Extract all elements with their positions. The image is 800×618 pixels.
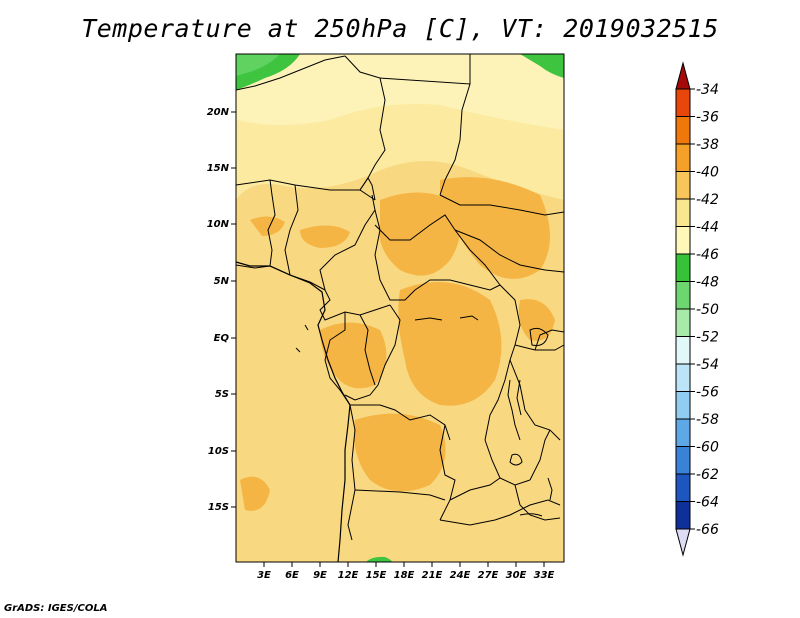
colorbar-label: -50 [696,302,719,318]
colorbar-swatch [675,116,691,145]
colorbar-top-triangle [675,61,691,90]
colorbar-bottom-triangle [675,528,691,557]
map-title: Temperature at 250hPa [C], VT: 201903251… [81,14,719,43]
lat-label: 20N [207,107,230,118]
colorbar-label: -58 [696,412,719,428]
colorbar-swatch [675,198,691,227]
lat-label: 5S [215,389,229,400]
map-frame [235,53,565,563]
colorbar-label: -36 [696,110,719,126]
colorbar-swatch [675,501,691,530]
lon-label: 33E [534,570,555,581]
colorbar-swatch [675,336,691,365]
lon-label: 18E [394,570,415,581]
lat-ticks [231,111,236,508]
lon-label: 27E [478,570,499,581]
colorbar-label: -40 [696,165,719,181]
colorbar-label: -38 [696,137,719,153]
colorbar-label: -52 [696,330,719,346]
lon-label: 30E [506,570,527,581]
colorbar-label: -54 [696,357,719,373]
colorbar-swatch [675,418,691,447]
credit-label: GrADS: IGES/COLA [4,603,108,614]
lon-ticks [263,562,545,567]
colorbar-label: -48 [696,275,719,291]
lon-label: 9E [313,570,327,581]
lat-labels: 20N 15N 10N 5N EQ 5S 10S 15S [207,107,230,513]
lon-label: 12E [338,570,359,581]
lon-labels: 3E 6E 9E 12E 15E 18E 21E 24E 27E 30E 33E [257,570,554,581]
colorbar-swatch [675,226,691,255]
lat-label: 10S [208,446,229,457]
colorbar-swatch [675,253,691,282]
lakes [295,315,553,517]
colorbar-label: -66 [696,522,719,538]
lon-label: 24E [450,570,471,581]
lon-label: 21E [422,570,443,581]
colorbar-swatch [675,363,691,392]
colorbar-label: -56 [696,385,719,401]
lat-label: 15S [208,502,229,513]
country-borders [235,54,565,541]
coastline [235,261,351,563]
temperature-field [236,54,564,562]
colorbar-label: -34 [696,82,719,98]
colorbar-label: -60 [696,440,719,456]
colorbar-label: -64 [696,495,719,511]
colorbar-swatch [675,308,691,337]
lat-label: 5N [214,276,230,287]
colorbar-swatch [675,88,691,117]
colorbar-swatch [675,391,691,420]
lat-label: EQ [214,333,230,344]
colorbar-swatch [675,446,691,475]
colorbar-label: -62 [696,467,719,483]
colorbar-swatch [675,281,691,310]
colorbar-label: -42 [696,192,719,208]
lat-label: 15N [207,163,230,174]
lon-label: 6E [285,570,299,581]
colorbar-label: -44 [696,220,719,236]
lat-label: 10N [207,219,230,230]
colorbar-swatch [675,171,691,200]
colorbar: -34 -36 -38 -40 -42 -44 -46 -48 -50 -52 -54 -56 -58 -… [675,61,719,557]
lon-label: 15E [366,570,387,581]
lon-label: 3E [257,570,271,581]
colorbar-swatch [675,473,691,502]
colorbar-swatch [675,143,691,172]
colorbar-label: -46 [696,247,719,263]
